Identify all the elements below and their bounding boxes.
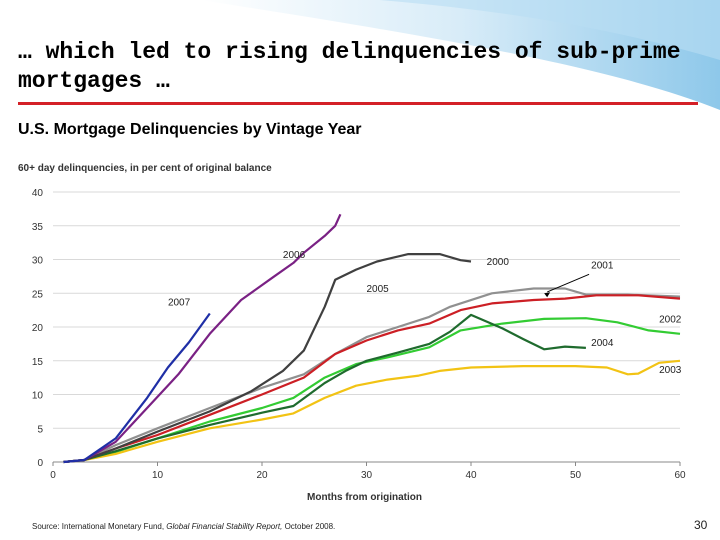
y-tick-label-0: 0 <box>37 458 43 469</box>
series-line-2004 <box>63 313 586 464</box>
x-tick-label-50: 50 <box>570 470 582 481</box>
x-tick-label-60: 60 <box>674 470 686 481</box>
x-tick-label-40: 40 <box>465 470 477 481</box>
series-label-2005: 2005 <box>367 284 390 295</box>
series-label-2003: 2003 <box>659 365 682 376</box>
series-label-2004: 2004 <box>591 338 614 349</box>
series-label-2001: 2001 <box>591 260 614 271</box>
y-tick-label-40: 40 <box>32 188 44 199</box>
title-divider <box>18 102 698 105</box>
y-tick-label-10: 10 <box>32 391 44 402</box>
y-tick-label-15: 15 <box>32 357 44 368</box>
page-number: 30 <box>694 518 708 532</box>
footnote-prefix: Source: International Monetary Fund, <box>32 522 167 531</box>
series-label-2006: 2006 <box>283 250 306 261</box>
chart-title: U.S. Mortgage Delinquencies by Vintage Y… <box>18 121 362 138</box>
series-line-2005 <box>63 253 472 464</box>
x-tick-label-30: 30 <box>361 470 373 481</box>
y-tick-label-5: 5 <box>37 424 43 435</box>
series-label-2002: 2002 <box>659 314 682 325</box>
y-tick-label-35: 35 <box>32 222 44 233</box>
series-line-2003 <box>63 359 681 464</box>
chart-subtitle: 60+ day delinquencies, in per cent of or… <box>18 163 272 174</box>
footnote-suffix: October 2008. <box>282 522 336 531</box>
label-arrow-2001 <box>547 273 590 293</box>
series-label-2000: 2000 <box>487 257 510 268</box>
series-line-2007 <box>63 312 211 464</box>
y-tick-label-30: 30 <box>32 256 44 267</box>
y-tick-label-20: 20 <box>32 323 44 334</box>
x-tick-label-0: 0 <box>50 470 56 481</box>
x-axis-label: Months from origination <box>307 492 422 503</box>
slide-title: … which led to rising delinquencies of s… <box>18 39 681 94</box>
x-tick-label-10: 10 <box>152 470 164 481</box>
source-footnote: Source: International Monetary Fund, Glo… <box>32 522 335 531</box>
header-background <box>200 0 720 110</box>
series-line-2006 <box>63 213 342 464</box>
footnote-publication: Global Financial Stability Report, <box>166 522 283 531</box>
x-tick-label-20: 20 <box>256 470 268 481</box>
series-line-2001 <box>63 294 681 464</box>
line-chart: 0 5 10 15 20 25 30 35 40 0 10 20 30 40 50 60 Months from… <box>32 188 686 503</box>
label-arrowhead-2001 <box>544 292 551 298</box>
series-line-2000 <box>63 287 681 464</box>
series-label-2007: 2007 <box>168 297 191 308</box>
y-tick-label-25: 25 <box>32 289 44 300</box>
